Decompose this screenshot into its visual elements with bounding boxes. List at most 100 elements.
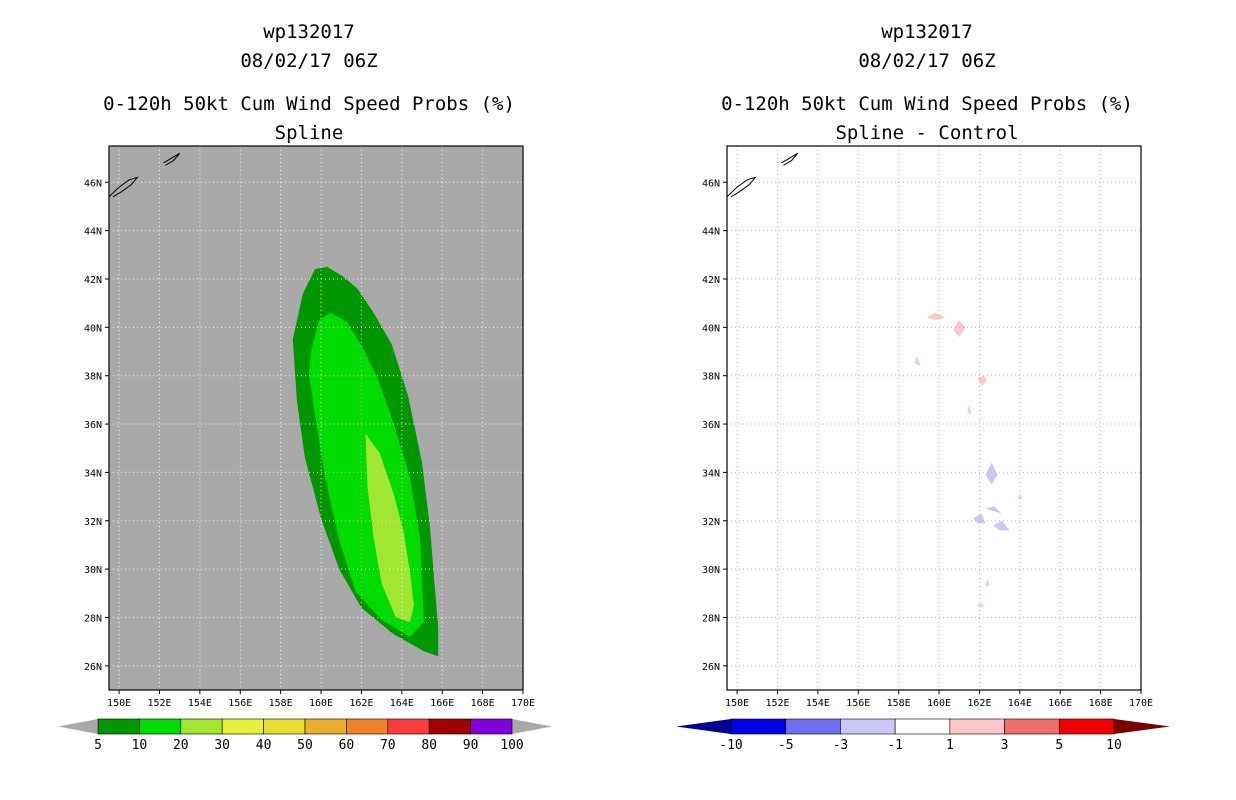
colorbar-label: 10 [1106,738,1122,753]
probability-region [985,578,990,586]
colorbar-swatch [180,718,223,735]
y-tick-label: 38N [84,372,102,383]
colorbar-swatch [387,718,430,735]
x-tick-label: 164E [390,698,414,709]
left-datetime: 08/02/17 06Z [240,50,377,72]
probability-region [967,404,972,415]
colorbar-label: 5 [94,738,102,753]
y-tick-label: 40N [84,323,102,334]
y-tick-label: 26N [84,662,102,673]
colorbar-label: 70 [380,738,396,753]
x-tick-label: 152E [765,698,789,709]
colorbar-label: 100 [500,738,523,753]
colorbar-swatch [730,718,787,735]
x-tick-label: 154E [806,698,830,709]
x-tick-label: 170E [1129,698,1153,709]
plot-frame [726,145,1142,691]
y-tick-label: 36N [702,420,720,431]
colorbar-label: -5 [778,738,794,753]
colorbar-label: -10 [719,738,742,753]
left-title: 0-120h 50kt Cum Wind Speed Probs (%) [103,93,515,115]
x-tick-label: 158E [887,698,911,709]
x-tick-label: 160E [927,698,951,709]
y-tick-label: 32N [84,517,102,528]
y-tick-label: 28N [84,613,102,624]
probability-region [985,506,1002,514]
colorbar-label: -3 [833,738,849,753]
left-colorbar: 5 10 20 30 40 50 60 70 80 90 100 [58,718,552,753]
y-tick-label: 36N [84,420,102,431]
y-tick-label: 34N [702,468,720,479]
panel-right: wp132017 08/02/17 06Z 0-120h 50kt Cum Wi… [676,21,1170,753]
right-subtitle: Spline - Control [835,122,1018,144]
colorbar-label: 30 [214,738,230,753]
colorbar-swatch [97,718,140,735]
colorbar-swatch [139,718,182,735]
x-tick-label: 170E [511,698,535,709]
coastline [108,176,139,198]
probability-region [914,356,921,366]
colorbar-label: 80 [421,738,437,753]
colorbar-label: 40 [256,738,272,753]
plot-background [727,146,1141,690]
x-tick-label: 154E [188,698,212,709]
colorbar-swatch [1004,718,1060,735]
probability-region [977,603,984,608]
x-tick-label: 168E [1089,698,1113,709]
colorbar-end-right [1114,719,1170,734]
colorbar-label: 3 [1001,738,1009,753]
colorbar-swatch [263,718,306,735]
colorbar-swatch [428,718,471,735]
y-tick-label: 40N [702,323,720,334]
colorbar-label: 10 [132,738,148,753]
y-tick-label: 34N [84,468,102,479]
colorbar-label: 5 [1055,738,1063,753]
probability-region [926,312,946,321]
left-plot-area: 150E 152E 154E 156E 158E 160E 162E 164E 166E 168E… [84,145,535,709]
colorbar-end-left [676,719,731,734]
colorbar-swatch [470,718,513,735]
x-tick-label: 152E [147,698,171,709]
coastline [163,152,181,166]
right-colorbar: -10 -5 -3 -1 1 3 5 10 [676,718,1170,753]
colorbar-swatch [304,718,347,735]
x-tick-label: 164E [1008,698,1032,709]
probability-region [953,320,966,337]
y-tick-label: 28N [702,613,720,624]
colorbar-label: 90 [463,738,479,753]
probability-region [1017,494,1022,499]
colorbar-label: 20 [173,738,189,753]
x-tick-label: 162E [967,698,991,709]
x-tick-label: 150E [107,698,131,709]
x-tick-label: 166E [1048,698,1072,709]
right-plot-area: 150E 152E 154E 156E 158E 160E 162E 164E 166E 168E… [702,145,1153,709]
colorbar-swatch [894,718,951,735]
y-tick-label: 42N [84,275,102,286]
y-tick-label: 44N [84,227,102,238]
x-tick-label: 150E [725,698,749,709]
colorbar-label: -1 [887,738,903,753]
y-tick-label: 30N [84,565,102,576]
y-tick-label: 42N [702,275,720,286]
y-tick-label: 38N [702,372,720,383]
right-storm-id: wp132017 [881,21,973,43]
y-tick-label: 30N [702,565,720,576]
colorbar-end-right [512,719,552,734]
x-tick-label: 158E [269,698,293,709]
panel-left: wp132017 08/02/17 06Z 0-120h 50kt Cum Wi… [58,21,552,753]
x-tick-label: 162E [349,698,373,709]
y-tick-label: 44N [702,227,720,238]
y-tick-label: 46N [702,178,720,189]
colorbar-swatch [346,718,389,735]
x-tick-label: 168E [471,698,495,709]
colorbar-label: 1 [946,738,954,753]
right-title: 0-120h 50kt Cum Wind Speed Probs (%) [721,93,1133,115]
probability-region [985,462,998,485]
colorbar-swatch [840,718,896,735]
y-tick-label: 46N [84,178,102,189]
x-tick-label: 156E [228,698,252,709]
x-tick-label: 156E [846,698,870,709]
colorbar-swatch [1058,718,1115,735]
colorbar-label: 50 [297,738,313,753]
